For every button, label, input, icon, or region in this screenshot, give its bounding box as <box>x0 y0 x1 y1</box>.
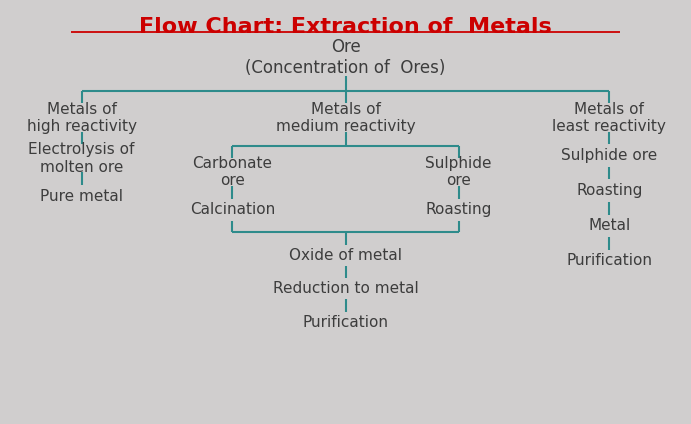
Text: Purification: Purification <box>303 315 388 329</box>
Text: Roasting: Roasting <box>576 183 643 198</box>
Text: Electrolysis of
molten ore: Electrolysis of molten ore <box>28 142 135 175</box>
Text: Sulphide ore: Sulphide ore <box>561 148 658 163</box>
Text: Calcination: Calcination <box>190 202 275 218</box>
Text: Flow Chart: Extraction of  Metals: Flow Chart: Extraction of Metals <box>139 17 552 37</box>
Text: Carbonate
ore: Carbonate ore <box>192 156 272 188</box>
Text: Roasting: Roasting <box>426 202 492 218</box>
Text: Metals of
least reactivity: Metals of least reactivity <box>553 102 666 134</box>
Text: Metals of
medium reactivity: Metals of medium reactivity <box>276 102 415 134</box>
Text: Ore
(Concentration of  Ores): Ore (Concentration of Ores) <box>245 38 446 77</box>
Text: Metals of
high reactivity: Metals of high reactivity <box>27 102 137 134</box>
Text: Purification: Purification <box>567 254 652 268</box>
Text: Metal: Metal <box>588 218 630 233</box>
Text: Sulphide
ore: Sulphide ore <box>426 156 492 188</box>
Text: Pure metal: Pure metal <box>40 189 123 204</box>
Text: Reduction to metal: Reduction to metal <box>273 281 418 296</box>
Text: Oxide of metal: Oxide of metal <box>289 248 402 262</box>
